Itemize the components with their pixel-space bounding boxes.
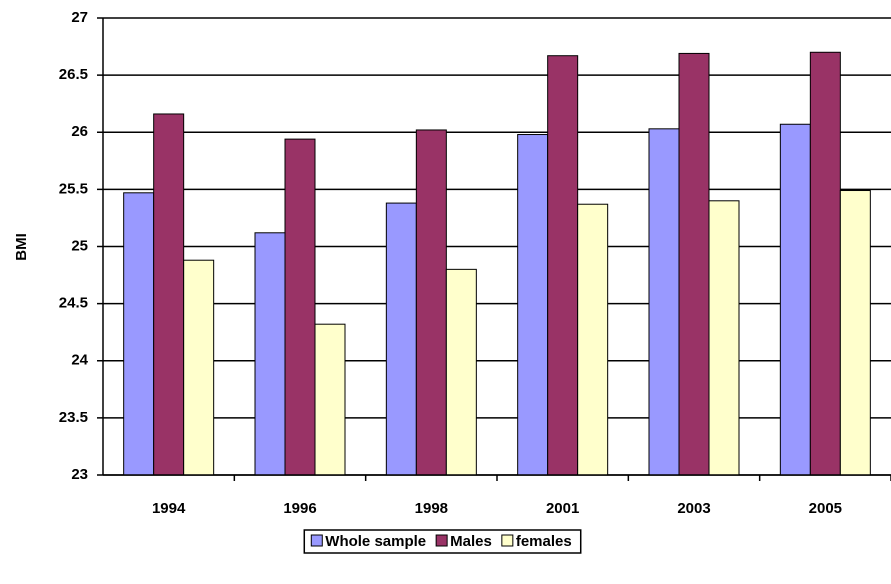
y-axis-label: BMI: [13, 233, 30, 261]
bar: [779, 123, 811, 476]
bar: [123, 192, 155, 476]
x-tick-label: 2003: [677, 500, 710, 517]
y-tick-label: 26: [71, 123, 88, 140]
bar: [809, 51, 841, 476]
legend-swatch: [501, 534, 514, 547]
bar: [678, 52, 710, 476]
y-tick-label: 25.5: [59, 180, 88, 197]
y-tick-label: 24: [71, 352, 88, 369]
legend-label: females: [516, 533, 572, 550]
bar: [648, 128, 680, 476]
bar: [415, 129, 447, 476]
x-tick-label: 1998: [415, 500, 448, 517]
x-tick-label: 2005: [809, 500, 842, 517]
legend: Whole sample Males females: [303, 529, 582, 554]
x-tick-label: 2001: [546, 500, 579, 517]
legend-label: Males: [450, 533, 492, 550]
y-tick-label: 23.5: [59, 409, 88, 426]
bar: [577, 203, 609, 476]
bar: [839, 190, 871, 476]
legend-label: Whole sample: [325, 533, 426, 550]
bar: [314, 323, 346, 476]
bar: [254, 232, 286, 476]
y-tick-label: 24.5: [59, 295, 88, 312]
y-tick-label: 23: [71, 466, 88, 483]
bar: [385, 202, 417, 476]
bar: [445, 268, 477, 476]
bar: [708, 200, 740, 476]
y-tick-label: 26.5: [59, 66, 88, 83]
legend-swatch: [435, 534, 448, 547]
y-tick-label: 27: [71, 9, 88, 26]
bar: [284, 138, 316, 476]
bar: [547, 55, 579, 476]
bar: [183, 259, 215, 476]
x-tick-label: 1994: [152, 500, 186, 517]
x-tick-label: 1996: [283, 500, 316, 517]
legend-swatch: [310, 534, 323, 547]
bar: [153, 113, 185, 476]
bar: [517, 134, 549, 476]
y-tick-label: 25: [71, 237, 88, 254]
